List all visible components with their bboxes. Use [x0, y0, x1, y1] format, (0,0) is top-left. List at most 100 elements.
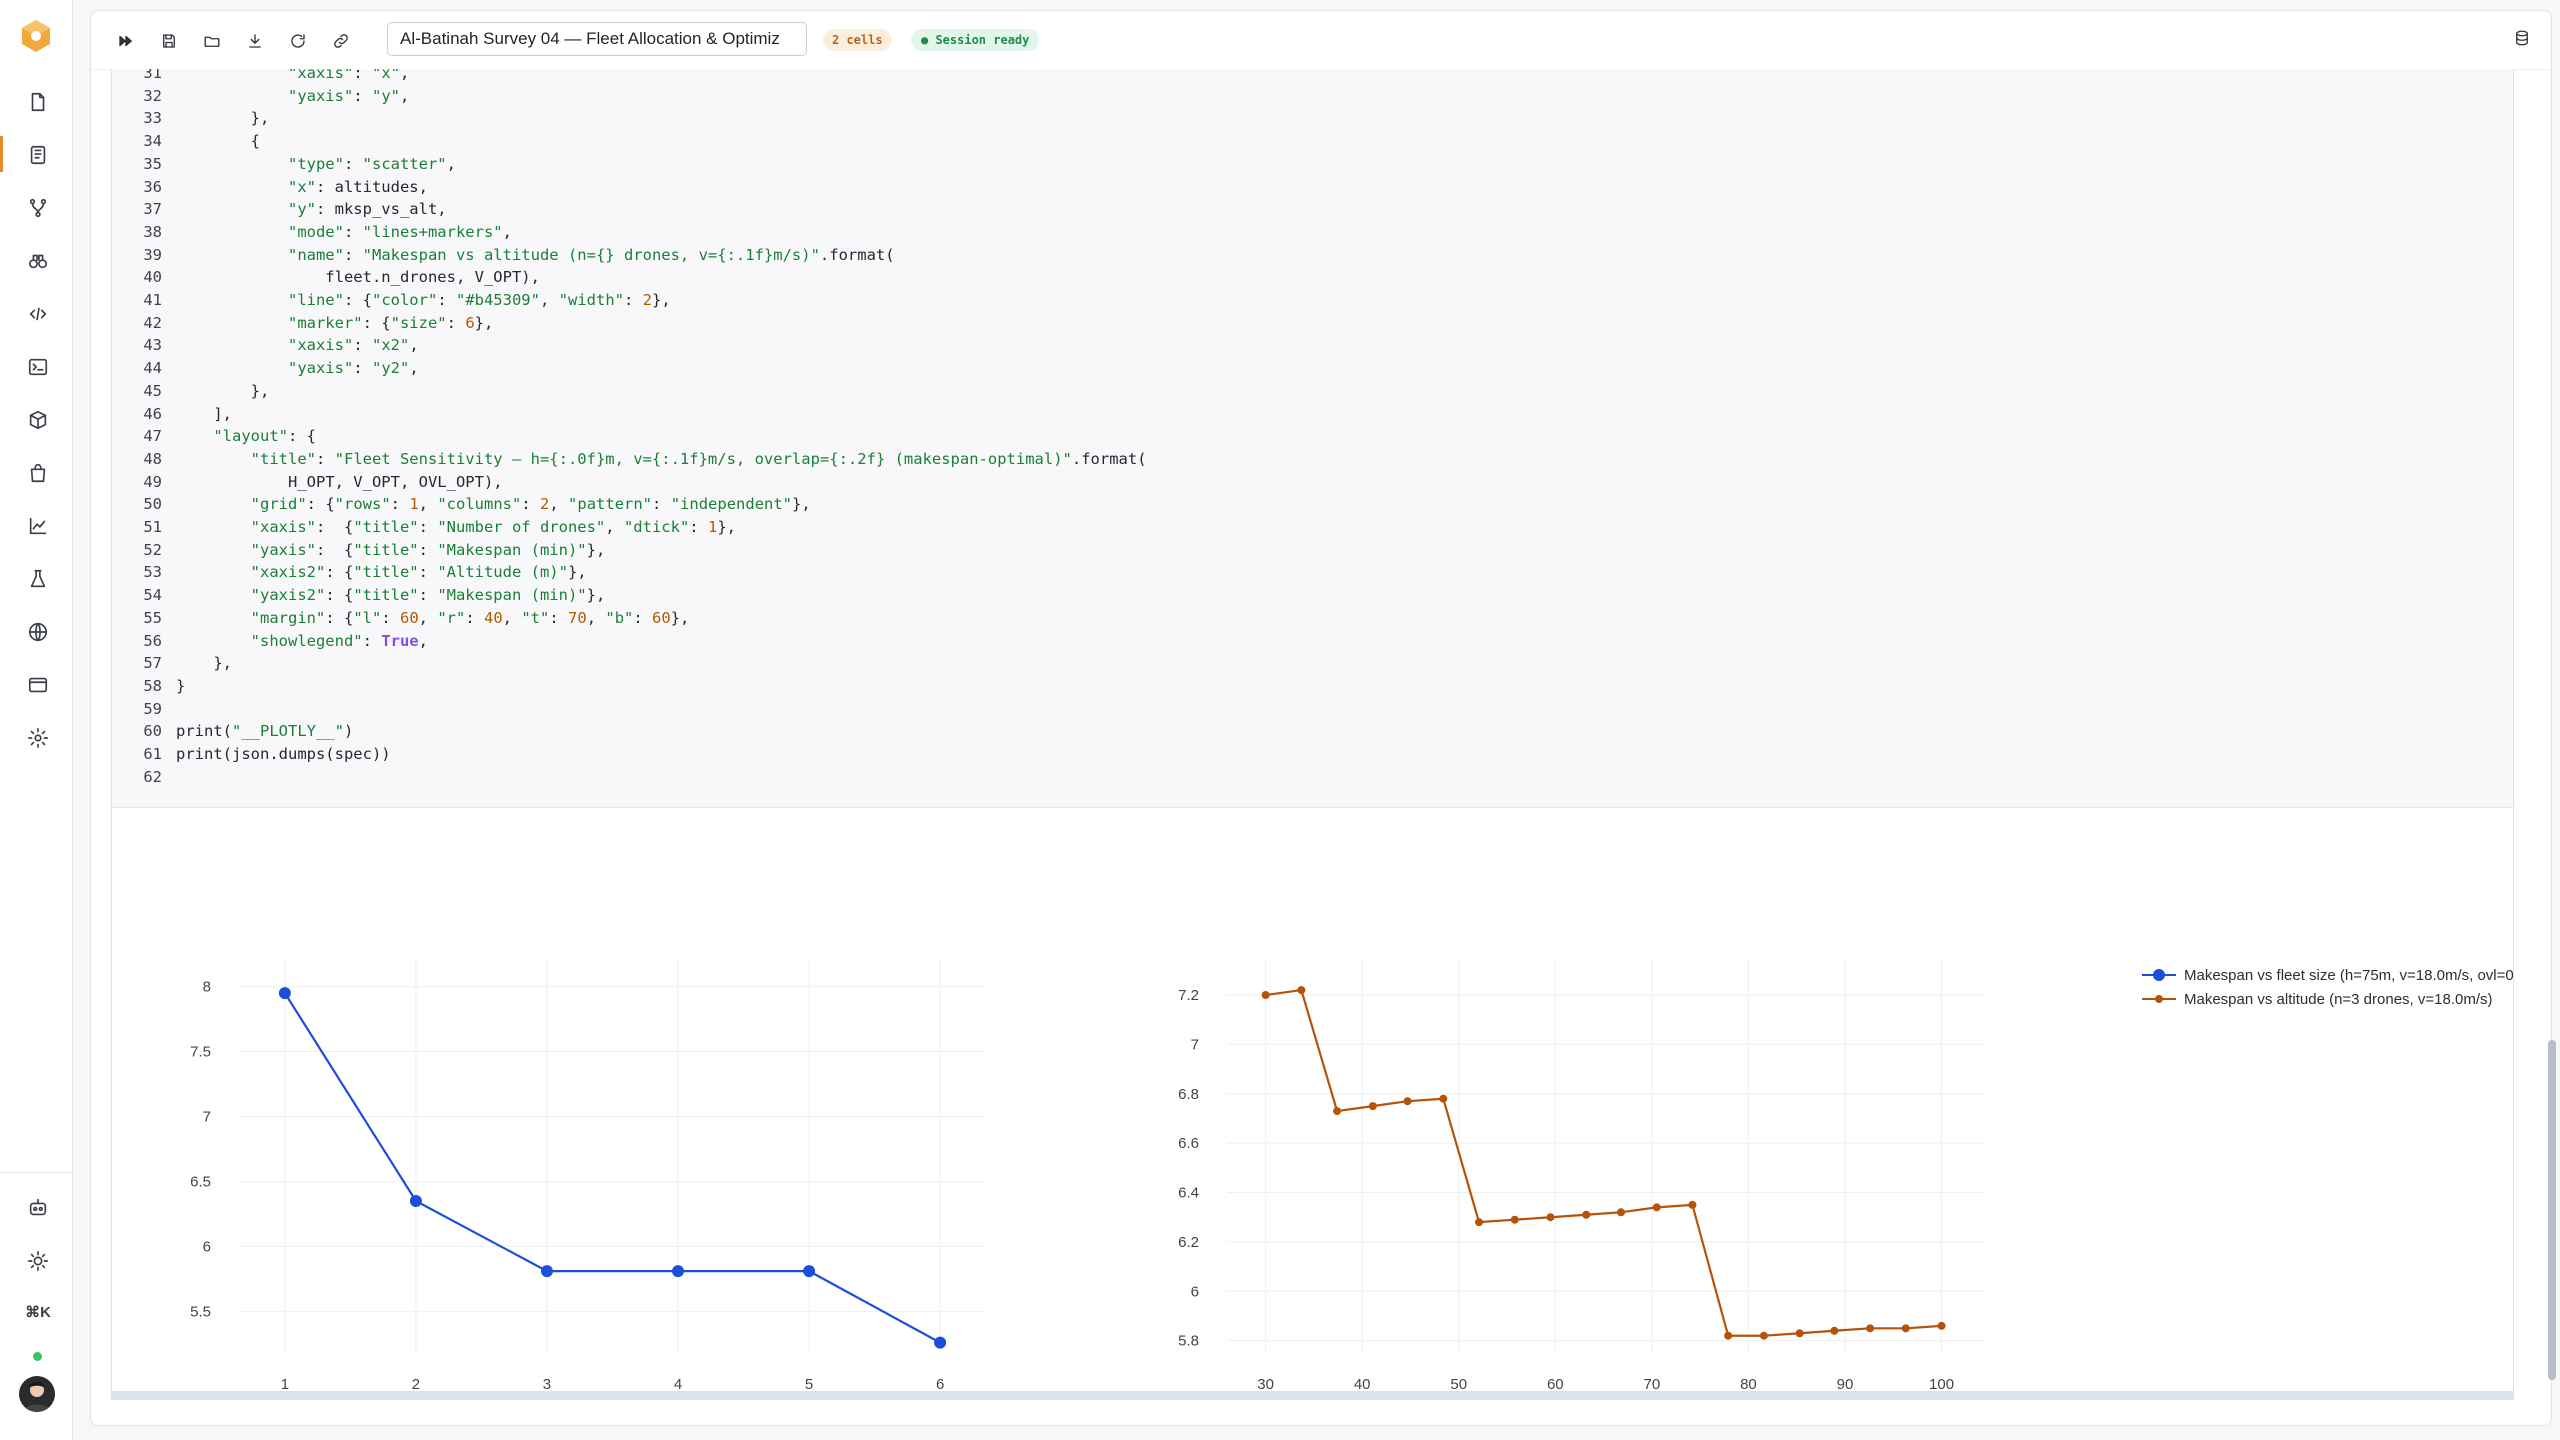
code-line[interactable]: 62	[112, 766, 2512, 789]
code-text[interactable]: "xaxis": "x",	[287, 69, 410, 82]
command-palette-shortcut[interactable]: ⌘K	[25, 1304, 51, 1321]
code-line[interactable]: 35 "type": "scatter",	[112, 153, 2512, 176]
flask-icon[interactable]	[24, 565, 52, 593]
code-line[interactable]: 49 H_OPT, V_OPT, OVL_OPT),	[112, 471, 2512, 494]
link-icon[interactable]	[330, 30, 352, 52]
code-text[interactable]: }	[176, 676, 186, 695]
bot-icon[interactable]	[24, 1194, 52, 1222]
code-line[interactable]: 39 "name": "Makespan vs altitude (n={} d…	[112, 244, 2512, 267]
notebook-icon[interactable]	[24, 141, 52, 169]
data-point	[1652, 1203, 1661, 1212]
package-icon[interactable]	[24, 406, 52, 434]
vertical-scrollbar[interactable]	[2548, 1040, 2556, 1380]
code-line[interactable]: 41 "line": {"color": "#b45309", "width":…	[112, 289, 2512, 312]
code-line[interactable]: 59	[112, 698, 2512, 721]
code-text[interactable]: "x": altitudes,	[287, 177, 428, 196]
code-text[interactable]: "layout": {	[213, 427, 316, 446]
code-text[interactable]: "yaxis": "y",	[287, 86, 410, 105]
theme-sun-icon[interactable]	[24, 1247, 52, 1275]
open-folder-icon[interactable]	[201, 30, 223, 52]
y-tick-label: 7.2	[1178, 987, 1199, 1004]
code-text[interactable]: },	[176, 654, 232, 673]
code-line[interactable]: 34 {	[112, 130, 2512, 153]
download-icon[interactable]	[244, 30, 266, 52]
code-line[interactable]: 56 "showlegend": True,	[112, 630, 2512, 653]
code-text[interactable]: "mode": "lines+markers",	[287, 222, 512, 241]
code-line[interactable]: 57 },	[112, 652, 2512, 675]
code-line[interactable]: 53 "xaxis2": {"title": "Altitude (m)"},	[112, 561, 2512, 584]
y-tick-label: 7	[1191, 1036, 1199, 1053]
legend-entry-label: Makespan vs altitude (n=3 drones, v=18.0…	[2184, 991, 2493, 1008]
code-line[interactable]: 48 "title": "Fleet Sensitivity — h={:.0f…	[112, 448, 2512, 471]
code-text[interactable]: "xaxis2": {"title": "Altitude (m)"},	[250, 563, 587, 582]
terminal-icon[interactable]	[24, 353, 52, 381]
git-branch-icon[interactable]	[24, 194, 52, 222]
code-text[interactable]: "margin": {"l": 60, "r": 40, "t": 70, "b…	[250, 608, 690, 627]
code-text[interactable]: fleet.n_drones, V_OPT),	[176, 268, 540, 287]
code-text[interactable]: print("__PLOTLY__")	[176, 722, 354, 741]
code-text[interactable]: "line": {"color": "#b45309", "width": 2}…	[287, 291, 671, 309]
code-text[interactable]: },	[176, 381, 270, 400]
code-text[interactable]: "xaxis": "x2",	[287, 336, 419, 355]
code-line[interactable]: 43 "xaxis": "x2",	[112, 334, 2512, 357]
code-line[interactable]: 50 "grid": {"rows": 1, "columns": 2, "pa…	[112, 493, 2512, 516]
code-text[interactable]: "name": "Makespan vs altitude (n={} dron…	[287, 245, 895, 264]
user-avatar[interactable]	[19, 1376, 55, 1412]
code-text[interactable]: "yaxis": {"title": "Makespan (min)"},	[250, 540, 606, 559]
code-text[interactable]: {	[176, 132, 260, 151]
settings-gear-icon[interactable]	[24, 724, 52, 752]
code-line[interactable]: 37 "y": mksp_vs_alt,	[112, 198, 2512, 221]
x-tick-label: 30	[1257, 1376, 1274, 1391]
code-text[interactable]: },	[176, 109, 270, 128]
code-line[interactable]: 54 "yaxis2": {"title": "Makespan (min)"}…	[112, 584, 2512, 607]
code-text[interactable]: "type": "scatter",	[287, 154, 456, 173]
code-text[interactable]: "marker": {"size": 6},	[287, 313, 494, 332]
code-line[interactable]: 40 fleet.n_drones, V_OPT),	[112, 266, 2512, 289]
code-line[interactable]: 46 ],	[112, 403, 2512, 426]
code-text[interactable]: "showlegend": True,	[250, 631, 428, 650]
code-text[interactable]: "title": "Fleet Sensitivity — h={:.0f}m,…	[250, 449, 1147, 468]
plotly-figure[interactable]: 1 2 3 4 5 6 5.5 6 6.5 7 7.5 8 30 40 50 60 70 80 90 100 5.8 6 6…	[112, 808, 2513, 1391]
code-line[interactable]: 31 "xaxis": "x",	[112, 69, 2512, 85]
code-line[interactable]: 60 print("__PLOTLY__")	[112, 720, 2512, 743]
horizontal-scrollbar[interactable]	[112, 1391, 2513, 1399]
code-text[interactable]: "grid": {"rows": 1, "columns": 2, "patte…	[250, 495, 811, 514]
shopping-bag-icon[interactable]	[24, 459, 52, 487]
notebook-title-input[interactable]: Al-Batinah Survey 04 — Fleet Allocation …	[387, 22, 807, 56]
file-icon[interactable]	[24, 88, 52, 116]
save-icon[interactable]	[158, 30, 180, 52]
code-line[interactable]: 44 "yaxis": "y2",	[112, 357, 2512, 380]
window-icon[interactable]	[24, 671, 52, 699]
code-editor[interactable]: 31 "xaxis": "x", 32 "yaxis": "y", 33 }, 34 …	[112, 69, 2513, 808]
code-cell[interactable]: 31 "xaxis": "x", 32 "yaxis": "y", 33 }, 34 …	[111, 69, 2514, 1400]
code-line[interactable]: 55 "margin": {"l": 60, "r": 40, "t": 70,…	[112, 607, 2512, 630]
database-icon[interactable]	[2513, 29, 2535, 51]
code-line[interactable]: 51 "xaxis": {"title": "Number of drones"…	[112, 516, 2512, 539]
code-text[interactable]: "y": mksp_vs_alt,	[287, 200, 447, 219]
code-line[interactable]: 36 "x": altitudes,	[112, 176, 2512, 199]
code-line[interactable]: 38 "mode": "lines+markers",	[112, 221, 2512, 244]
binoculars-icon[interactable]	[24, 247, 52, 275]
code-line[interactable]: 42 "marker": {"size": 6},	[112, 312, 2512, 335]
code-text[interactable]: H_OPT, V_OPT, OVL_OPT),	[176, 472, 503, 491]
line-number: 35	[143, 154, 162, 173]
code-text[interactable]: ],	[176, 404, 232, 423]
code-line[interactable]: 52 "yaxis": {"title": "Makespan (min)"},	[112, 539, 2512, 562]
app-logo-icon[interactable]	[18, 18, 54, 54]
code-line[interactable]: 32 "yaxis": "y",	[112, 85, 2512, 108]
y-tick-label: 7	[203, 1109, 211, 1126]
globe-icon[interactable]	[24, 618, 52, 646]
code-line[interactable]: 58}	[112, 675, 2512, 698]
code-line[interactable]: 45 },	[112, 380, 2512, 403]
code-text[interactable]: "yaxis2": {"title": "Makespan (min)"},	[250, 586, 606, 605]
run-all-icon[interactable]	[115, 30, 137, 52]
code-line[interactable]: 47 "layout": {	[112, 425, 2512, 448]
code-line[interactable]: 61 print(json.dumps(spec))	[112, 743, 2512, 766]
code-text[interactable]: "xaxis": {"title": "Number of drones", "…	[250, 518, 736, 536]
restart-icon[interactable]	[287, 30, 309, 52]
line-chart-icon[interactable]	[24, 512, 52, 540]
code-text[interactable]: "yaxis": "y2",	[287, 359, 419, 378]
code-text[interactable]: print(json.dumps(spec))	[176, 745, 391, 763]
code-icon[interactable]	[24, 300, 52, 328]
code-line[interactable]: 33 },	[112, 107, 2512, 130]
